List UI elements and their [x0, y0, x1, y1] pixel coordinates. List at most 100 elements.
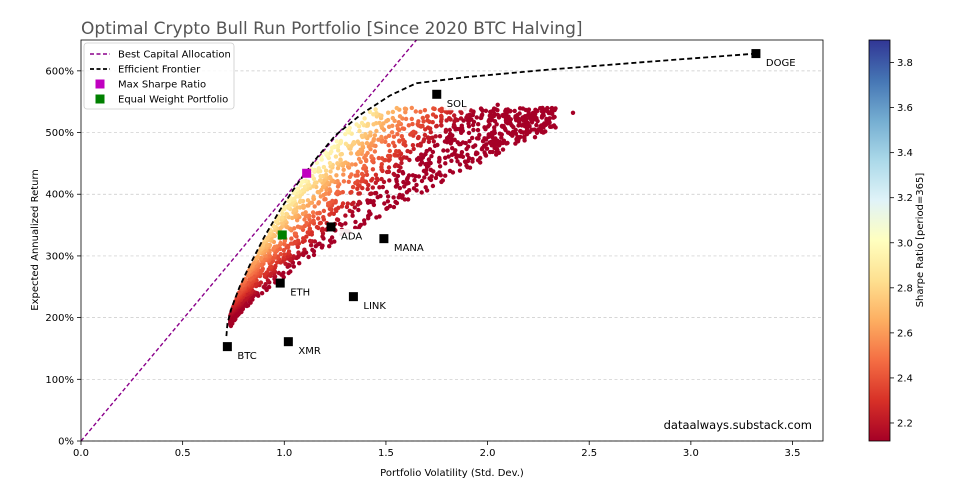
portfolio-point [308, 243, 314, 248]
portfolio-point [375, 195, 380, 200]
x-tick-label-2: 1.0 [276, 448, 292, 459]
portfolio-point [365, 121, 371, 127]
portfolio-point [437, 170, 442, 175]
portfolio-point [366, 144, 372, 149]
portfolio-point [396, 168, 402, 174]
colorbar [868, 39, 891, 442]
portfolio-point [359, 133, 365, 138]
portfolio-point [440, 178, 445, 183]
portfolio-point [425, 118, 430, 123]
portfolio-point [280, 211, 285, 216]
portfolio-point [317, 221, 323, 226]
portfolio-point [412, 178, 417, 183]
portfolio-point [421, 168, 427, 174]
portfolio-point [410, 173, 416, 178]
portfolio-point [449, 158, 454, 163]
portfolio-point [296, 250, 301, 255]
portfolio-point [442, 139, 448, 144]
portfolio-point [400, 126, 405, 131]
portfolio-point [400, 169, 405, 175]
portfolio-point [398, 156, 403, 161]
portfolio-point [392, 152, 397, 157]
portfolio-point [517, 106, 523, 111]
portfolio-point [530, 110, 536, 116]
legend-max-sharpe-swatch [95, 79, 105, 89]
portfolio-point [475, 127, 481, 133]
portfolio-point [474, 115, 479, 120]
portfolio-point [291, 264, 296, 269]
portfolio-point [432, 143, 438, 148]
portfolio-point [362, 116, 367, 121]
portfolio-point [526, 107, 532, 112]
portfolio-point [386, 124, 392, 129]
portfolio-point [282, 252, 287, 257]
portfolio-point [416, 134, 421, 140]
colorbar-tick-label-7: 3.6 [897, 103, 913, 114]
portfolio-point [401, 179, 406, 185]
portfolio-point [345, 201, 350, 206]
portfolio-point [419, 190, 424, 195]
portfolio-point [346, 179, 351, 184]
portfolio-point [243, 276, 248, 282]
portfolio-point [492, 119, 498, 124]
portfolio-point [423, 127, 428, 132]
asset-marker-mana [379, 234, 389, 244]
portfolio-point [313, 244, 318, 249]
portfolio-point [426, 157, 432, 162]
portfolio-point [368, 130, 373, 135]
portfolio-point [343, 141, 349, 146]
asset-label-mana: MANA [394, 243, 424, 254]
portfolio-point [428, 167, 433, 172]
portfolio-point [390, 115, 395, 121]
portfolio-point [372, 191, 378, 196]
y-tick-label-4: 400% [45, 190, 74, 201]
portfolio-point [335, 161, 340, 166]
portfolio-point [343, 221, 348, 226]
y-tick-label-2: 200% [45, 313, 74, 324]
portfolio-point [357, 199, 362, 205]
portfolio-point [278, 252, 283, 257]
portfolio-point [544, 116, 549, 122]
portfolio-point [487, 149, 493, 155]
portfolio-point [430, 112, 436, 117]
portfolio-point [334, 139, 340, 144]
portfolio-point [501, 138, 507, 143]
colorbar-ticks: 2.2 2.4 2.6 2.8 3.0 3.2 3.4 3.6 3.8 [890, 58, 913, 429]
portfolio-point [433, 134, 438, 139]
portfolio-point [364, 141, 370, 146]
y-tick-label-1: 100% [45, 375, 74, 386]
y-axis-label: Expected Annualized Return [30, 169, 41, 310]
portfolio-point [341, 167, 346, 172]
portfolio-point [443, 127, 449, 133]
portfolio-point [281, 255, 286, 260]
portfolio-point [499, 123, 505, 129]
portfolio-point [281, 270, 286, 276]
portfolio-point [351, 140, 357, 145]
portfolio-point [444, 118, 449, 123]
colorbar-tick-label-0: 2.2 [897, 418, 913, 429]
portfolio-point [459, 150, 465, 155]
portfolio-point [328, 164, 333, 169]
portfolio-point [322, 197, 327, 202]
portfolio-point [350, 213, 355, 218]
portfolio-point [437, 164, 443, 169]
portfolio-point [363, 132, 368, 137]
portfolio-point [301, 236, 306, 241]
portfolio-point [414, 182, 419, 188]
portfolio-point [448, 131, 453, 137]
portfolio-point [370, 167, 376, 172]
y-tick-label-3: 300% [45, 251, 74, 262]
portfolio-point [351, 200, 356, 205]
portfolio-point [466, 156, 472, 161]
x-tick-label-6: 3.0 [683, 448, 699, 459]
portfolio-point [482, 125, 487, 130]
portfolio-point [292, 231, 298, 236]
portfolio-point [362, 221, 367, 226]
portfolio-point [476, 122, 481, 127]
portfolio-point [545, 105, 550, 111]
portfolio-point [403, 116, 409, 122]
portfolio-point [314, 160, 320, 165]
portfolio-point [330, 145, 335, 150]
portfolio-point [386, 165, 392, 170]
portfolio-point [457, 168, 463, 173]
